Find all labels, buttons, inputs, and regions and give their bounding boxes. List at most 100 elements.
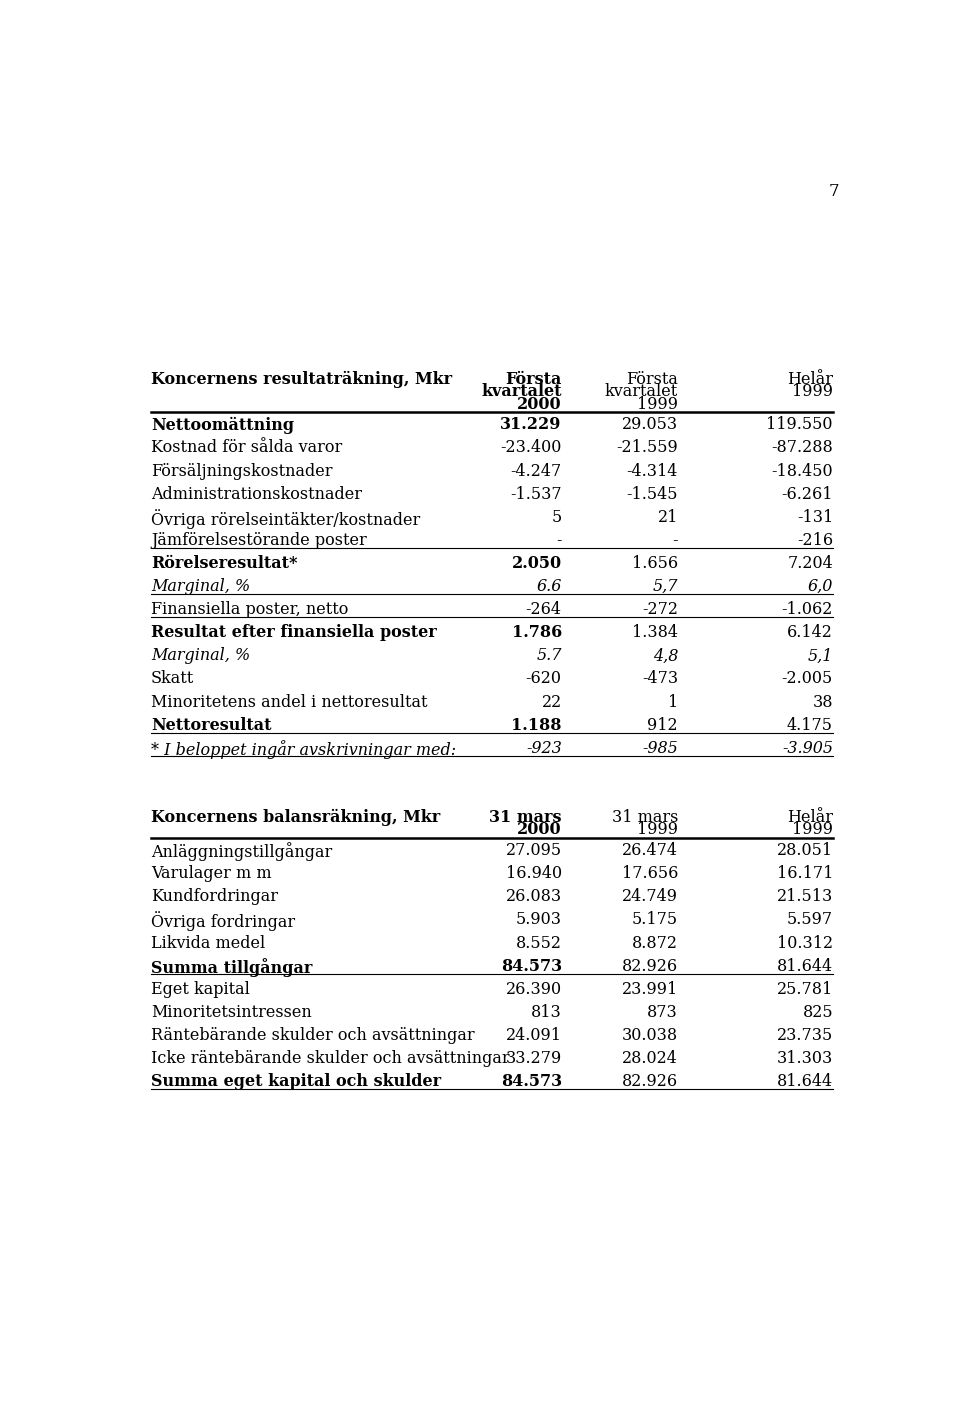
Text: * I beloppet ingår avskrivningar med:: * I beloppet ingår avskrivningar med: [151,740,456,758]
Text: 24.091: 24.091 [506,1027,562,1044]
Text: 2000: 2000 [517,821,562,838]
Text: Kostnad för sålda varor: Kostnad för sålda varor [151,440,343,457]
Text: Icke räntebärande skulder och avsättningar: Icke räntebärande skulder och avsättning… [151,1050,510,1067]
Text: 28.051: 28.051 [777,842,833,859]
Text: 1999: 1999 [792,821,833,838]
Text: -2.005: -2.005 [781,670,833,687]
Text: 10.312: 10.312 [777,935,833,952]
Text: 84.573: 84.573 [500,1073,562,1090]
Text: Koncernens balansräkning, Mkr: Koncernens balansräkning, Mkr [151,810,441,827]
Text: 873: 873 [647,1003,678,1020]
Text: Helår: Helår [787,371,833,388]
Text: 5.597: 5.597 [787,912,833,928]
Text: 23.735: 23.735 [777,1027,833,1044]
Text: 81.644: 81.644 [777,958,833,975]
Text: 26.474: 26.474 [622,842,678,859]
Text: 2.050: 2.050 [512,555,562,572]
Text: Marginal, %: Marginal, % [151,578,251,595]
Text: kvartalet: kvartalet [481,383,562,400]
Text: 6.142: 6.142 [787,625,833,642]
Text: -6.261: -6.261 [781,485,833,502]
Text: 813: 813 [531,1003,562,1020]
Text: 84.573: 84.573 [500,958,562,975]
Text: 5,7: 5,7 [653,578,678,595]
Text: Anläggningstillgångar: Anläggningstillgångar [151,842,332,861]
Text: 16.171: 16.171 [777,865,833,882]
Text: 27.095: 27.095 [506,842,562,859]
Text: 31 mars: 31 mars [612,810,678,827]
Text: 6,0: 6,0 [807,578,833,595]
Text: 29.053: 29.053 [622,417,678,434]
Text: -4.314: -4.314 [627,462,678,480]
Text: 28.024: 28.024 [622,1050,678,1067]
Text: -1.062: -1.062 [781,601,833,618]
Text: Finansiella poster, netto: Finansiella poster, netto [151,601,348,618]
Text: Övriga rörelseintäkter/kostnader: Övriga rörelseintäkter/kostnader [151,509,420,529]
Text: Kundfordringar: Kundfordringar [151,888,278,905]
Text: 8.872: 8.872 [632,935,678,952]
Text: kvartalet: kvartalet [605,383,678,400]
Text: 31.229: 31.229 [500,417,562,434]
Text: 1999: 1999 [792,383,833,400]
Text: Administrationskostnader: Administrationskostnader [151,485,362,502]
Text: 6.6: 6.6 [537,578,562,595]
Text: 7.204: 7.204 [787,555,833,572]
Text: Skatt: Skatt [151,670,194,687]
Text: 22: 22 [541,693,562,710]
Text: Räntebärande skulder och avsättningar: Räntebärande skulder och avsättningar [151,1027,474,1044]
Text: 5: 5 [551,509,562,525]
Text: -87.288: -87.288 [771,440,833,457]
Text: 26.390: 26.390 [506,980,562,998]
Text: Koncernens resultaträkning, Mkr: Koncernens resultaträkning, Mkr [151,371,452,388]
Text: 1.384: 1.384 [632,625,678,642]
Text: -131: -131 [797,509,833,525]
Text: 912: 912 [647,717,678,734]
Text: 825: 825 [803,1003,833,1020]
Text: 4,8: 4,8 [653,647,678,665]
Text: 26.083: 26.083 [506,888,562,905]
Text: 5.175: 5.175 [632,912,678,928]
Text: 81.644: 81.644 [777,1073,833,1090]
Text: 1999: 1999 [637,396,678,413]
Text: -21.559: -21.559 [616,440,678,457]
Text: 21: 21 [658,509,678,525]
Text: 4.175: 4.175 [787,717,833,734]
Text: -473: -473 [642,670,678,687]
Text: 1.786: 1.786 [512,625,562,642]
Text: 82.926: 82.926 [622,1073,678,1090]
Text: 30.038: 30.038 [622,1027,678,1044]
Text: 119.550: 119.550 [766,417,833,434]
Text: -: - [556,532,562,549]
Text: Summa tillgångar: Summa tillgångar [151,958,312,976]
Text: 16.940: 16.940 [506,865,562,882]
Text: 1999: 1999 [637,821,678,838]
Text: 8.552: 8.552 [516,935,562,952]
Text: -: - [673,532,678,549]
Text: 33.279: 33.279 [506,1050,562,1067]
Text: 24.749: 24.749 [622,888,678,905]
Text: Nettoomättning: Nettoomättning [151,417,294,434]
Text: 31.303: 31.303 [777,1050,833,1067]
Text: -620: -620 [526,670,562,687]
Text: -264: -264 [526,601,562,618]
Text: Helår: Helår [787,810,833,827]
Text: -272: -272 [642,601,678,618]
Text: -1.537: -1.537 [510,485,562,502]
Text: Minoritetens andel i nettoresultat: Minoritetens andel i nettoresultat [151,693,427,710]
Text: Jämförelsestörande poster: Jämförelsestörande poster [151,532,367,549]
Text: Övriga fordringar: Övriga fordringar [151,912,295,932]
Text: -4.247: -4.247 [511,462,562,480]
Text: Rörelseresultat*: Rörelseresultat* [151,555,298,572]
Text: Varulager m m: Varulager m m [151,865,272,882]
Text: 1.656: 1.656 [632,555,678,572]
Text: -985: -985 [642,740,678,757]
Text: Minoritetsintressen: Minoritetsintressen [151,1003,312,1020]
Text: 1.188: 1.188 [512,717,562,734]
Text: -18.450: -18.450 [772,462,833,480]
Text: 21.513: 21.513 [777,888,833,905]
Text: Nettoresultat: Nettoresultat [151,717,272,734]
Text: Första: Första [505,371,562,388]
Text: -923: -923 [526,740,562,757]
Text: 38: 38 [812,693,833,710]
Text: 23.991: 23.991 [622,980,678,998]
